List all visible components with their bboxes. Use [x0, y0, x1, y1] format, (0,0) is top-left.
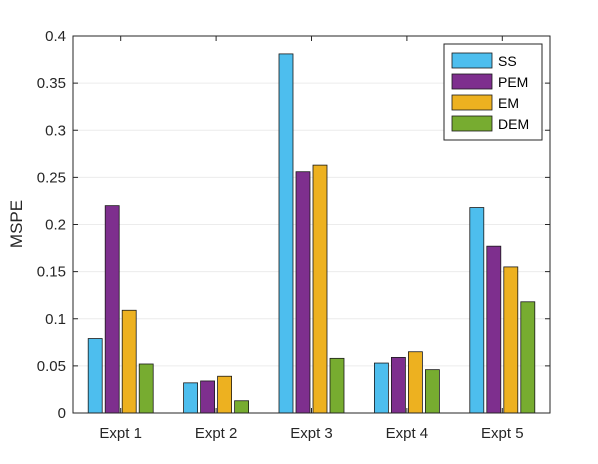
legend-label-ss: SS — [498, 53, 517, 69]
y-tick-label: 0.3 — [45, 122, 66, 139]
legend-label-pem: PEM — [498, 74, 528, 90]
bar-em-1 — [121, 309, 137, 414]
y-tick-label: 0 — [58, 405, 66, 422]
bar-ss-5 — [469, 207, 485, 414]
bar-ss-2 — [183, 382, 199, 414]
x-tick-label: Expt 3 — [290, 425, 333, 442]
bar-pem-5 — [486, 245, 502, 414]
legend-label-em: EM — [498, 95, 519, 111]
bar-pem-4 — [390, 356, 406, 414]
y-tick-label: 0.35 — [37, 75, 66, 92]
y-tick-label: 0.25 — [37, 169, 66, 186]
bar-em-5 — [503, 266, 519, 414]
bars-group — [87, 53, 536, 414]
legend-swatch-em — [451, 94, 493, 111]
y-tick-label: 0.4 — [45, 28, 66, 45]
y-tick-label: 0.15 — [37, 264, 66, 281]
y-tick-label: 0.05 — [37, 358, 66, 375]
bar-pem-3 — [295, 171, 311, 414]
y-tick-label: 0.1 — [45, 311, 66, 328]
bar-em-2 — [217, 375, 233, 414]
x-tick-label: Expt 5 — [481, 425, 524, 442]
y-tick-label: 0.2 — [45, 217, 66, 234]
bar-dem-3 — [329, 357, 345, 414]
x-tick-label: Expt 1 — [99, 425, 142, 442]
y-axis-ticks: 0 0.05 0.1 0.15 0.2 0.25 0.3 0.35 0.4 — [37, 28, 550, 422]
bar-dem-4 — [424, 369, 440, 414]
bar-ss-1 — [87, 338, 103, 414]
bar-pem-1 — [104, 205, 120, 414]
legend-swatch-pem — [451, 73, 493, 90]
x-tick-label: Expt 4 — [386, 425, 429, 442]
y-axis-label: MSPE — [7, 200, 26, 248]
bar-pem-2 — [200, 380, 216, 414]
bar-dem-5 — [520, 301, 536, 414]
bar-em-4 — [407, 351, 423, 414]
bar-ss-4 — [373, 362, 389, 414]
bar-ss-3 — [278, 53, 294, 414]
legend-swatch-dem — [451, 115, 493, 132]
x-tick-label: Expt 2 — [195, 425, 238, 442]
legend: SS PEM EM DEM — [443, 43, 543, 141]
legend-swatch-ss — [451, 52, 493, 69]
bar-dem-2 — [234, 400, 250, 414]
legend-label-dem: DEM — [498, 116, 529, 132]
x-axis-ticks: Expt 1 Expt 2 Expt 3 Expt 4 Expt 5 — [99, 36, 524, 442]
bar-em-3 — [312, 164, 328, 414]
bar-dem-1 — [138, 363, 154, 414]
